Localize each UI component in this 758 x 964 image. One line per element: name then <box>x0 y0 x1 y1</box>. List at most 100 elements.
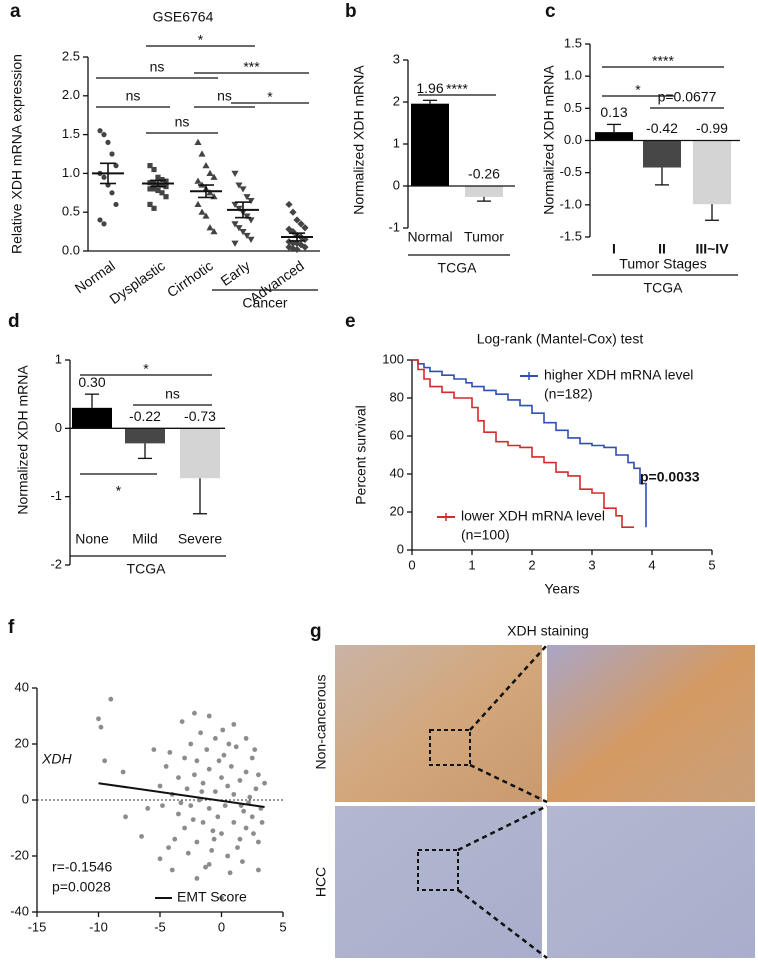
data-point <box>109 151 115 157</box>
y-tick-label: 0 <box>397 541 404 556</box>
y-tick-label: -20 <box>10 847 29 862</box>
y-tick-label: 2 <box>393 93 400 108</box>
data-point <box>227 870 233 876</box>
bar <box>643 140 681 168</box>
x-tick-label: I <box>612 241 616 257</box>
significance-label: **** <box>446 81 468 97</box>
y-tick-label: 60 <box>390 427 404 442</box>
data-point <box>139 834 144 839</box>
data-point <box>178 800 184 806</box>
x-tick-label: Early <box>218 257 253 288</box>
chart-title: Log-rank (Mantel-Cox) test <box>477 331 644 347</box>
y-tick-label: 0 <box>55 420 62 435</box>
data-point <box>206 224 214 231</box>
data-point <box>235 225 243 232</box>
data-point <box>194 839 200 845</box>
data-point <box>212 736 218 741</box>
y-tick-label: -1.5 <box>560 228 582 243</box>
data-point <box>120 769 126 775</box>
data-point <box>301 243 309 251</box>
data-point <box>293 216 301 224</box>
data-point <box>155 174 161 180</box>
data-point <box>231 221 239 228</box>
image-hcc-low <box>335 806 542 958</box>
legend-label: lower XDH mRNA level <box>461 508 605 524</box>
y-tick-label: 40 <box>15 679 29 694</box>
legend-note: (n=100) <box>461 527 510 543</box>
value-label: -0.73 <box>184 408 216 424</box>
bar <box>411 103 449 186</box>
data-point <box>235 205 243 212</box>
data-point <box>159 182 165 188</box>
image-noncancerous-low <box>335 645 542 802</box>
data-point <box>176 811 181 817</box>
value-label: -0.22 <box>129 408 161 424</box>
panel-g-images: g XDH staining Non-cancerous HCC <box>310 621 755 959</box>
y-tick-label: 0 <box>22 791 29 806</box>
data-point <box>109 190 115 196</box>
x-tick-label: II <box>658 241 666 257</box>
survival-curve <box>412 359 647 528</box>
data-point <box>188 803 194 808</box>
data-point <box>233 744 239 750</box>
significance-label: **** <box>652 53 674 69</box>
y-tick-label: 0.0 <box>62 242 80 257</box>
data-point <box>210 173 218 180</box>
data-point <box>98 724 104 730</box>
x-tick-label: -15 <box>28 919 47 934</box>
data-point <box>108 696 114 702</box>
data-point <box>212 789 218 794</box>
data-point <box>96 716 101 722</box>
data-point <box>237 778 243 783</box>
y-tick-label: -2 <box>50 556 62 571</box>
zoom-box <box>417 849 459 891</box>
data-point <box>159 190 165 196</box>
data-point <box>113 163 119 169</box>
data-point <box>97 217 103 223</box>
y-tick-label: 0 <box>393 177 400 192</box>
panel-letter: f <box>8 617 15 638</box>
image-noncancerous-high <box>547 645 755 802</box>
x-tick-label: III~IV <box>695 241 729 257</box>
data-point <box>188 741 194 747</box>
data-point <box>210 828 216 834</box>
data-point <box>215 814 221 820</box>
significance-label: ns <box>150 59 165 75</box>
data-point <box>243 736 249 741</box>
x-tick-label: Cirrhotic <box>164 257 216 300</box>
bar <box>465 186 503 197</box>
x-tick-label: Tumor <box>464 229 504 245</box>
data-point <box>155 187 161 194</box>
data-point <box>167 750 173 755</box>
legend-label: EMT Score <box>177 889 247 905</box>
data-point <box>97 128 103 134</box>
data-point <box>251 831 256 836</box>
x-tick-label: Dysplastic <box>106 257 167 307</box>
x-tick-label: 0 <box>218 919 225 934</box>
data-point <box>206 766 212 772</box>
group-label: TCGA <box>127 561 167 577</box>
panel-letter: c <box>545 1 556 22</box>
data-point <box>219 831 224 836</box>
zoom-box <box>429 729 471 766</box>
row-label: Non-cancerous <box>313 675 329 770</box>
significance-label: * <box>635 82 641 98</box>
data-point <box>194 138 202 145</box>
y-tick-label: 20 <box>15 735 29 750</box>
data-point <box>247 236 255 243</box>
data-point <box>194 876 200 881</box>
data-point <box>206 806 212 811</box>
x-tick-label: 1 <box>468 557 475 572</box>
data-point <box>172 836 178 842</box>
data-point <box>182 755 188 761</box>
y-tick-label: 20 <box>390 503 404 518</box>
data-point <box>184 786 190 792</box>
significance-label: ns <box>126 88 141 104</box>
significance-label: * <box>198 32 204 48</box>
panel-letter: g <box>310 621 322 642</box>
data-point <box>192 710 197 716</box>
data-point <box>199 789 205 794</box>
y-tick-label: -0.5 <box>560 164 582 179</box>
data-point <box>101 221 107 227</box>
